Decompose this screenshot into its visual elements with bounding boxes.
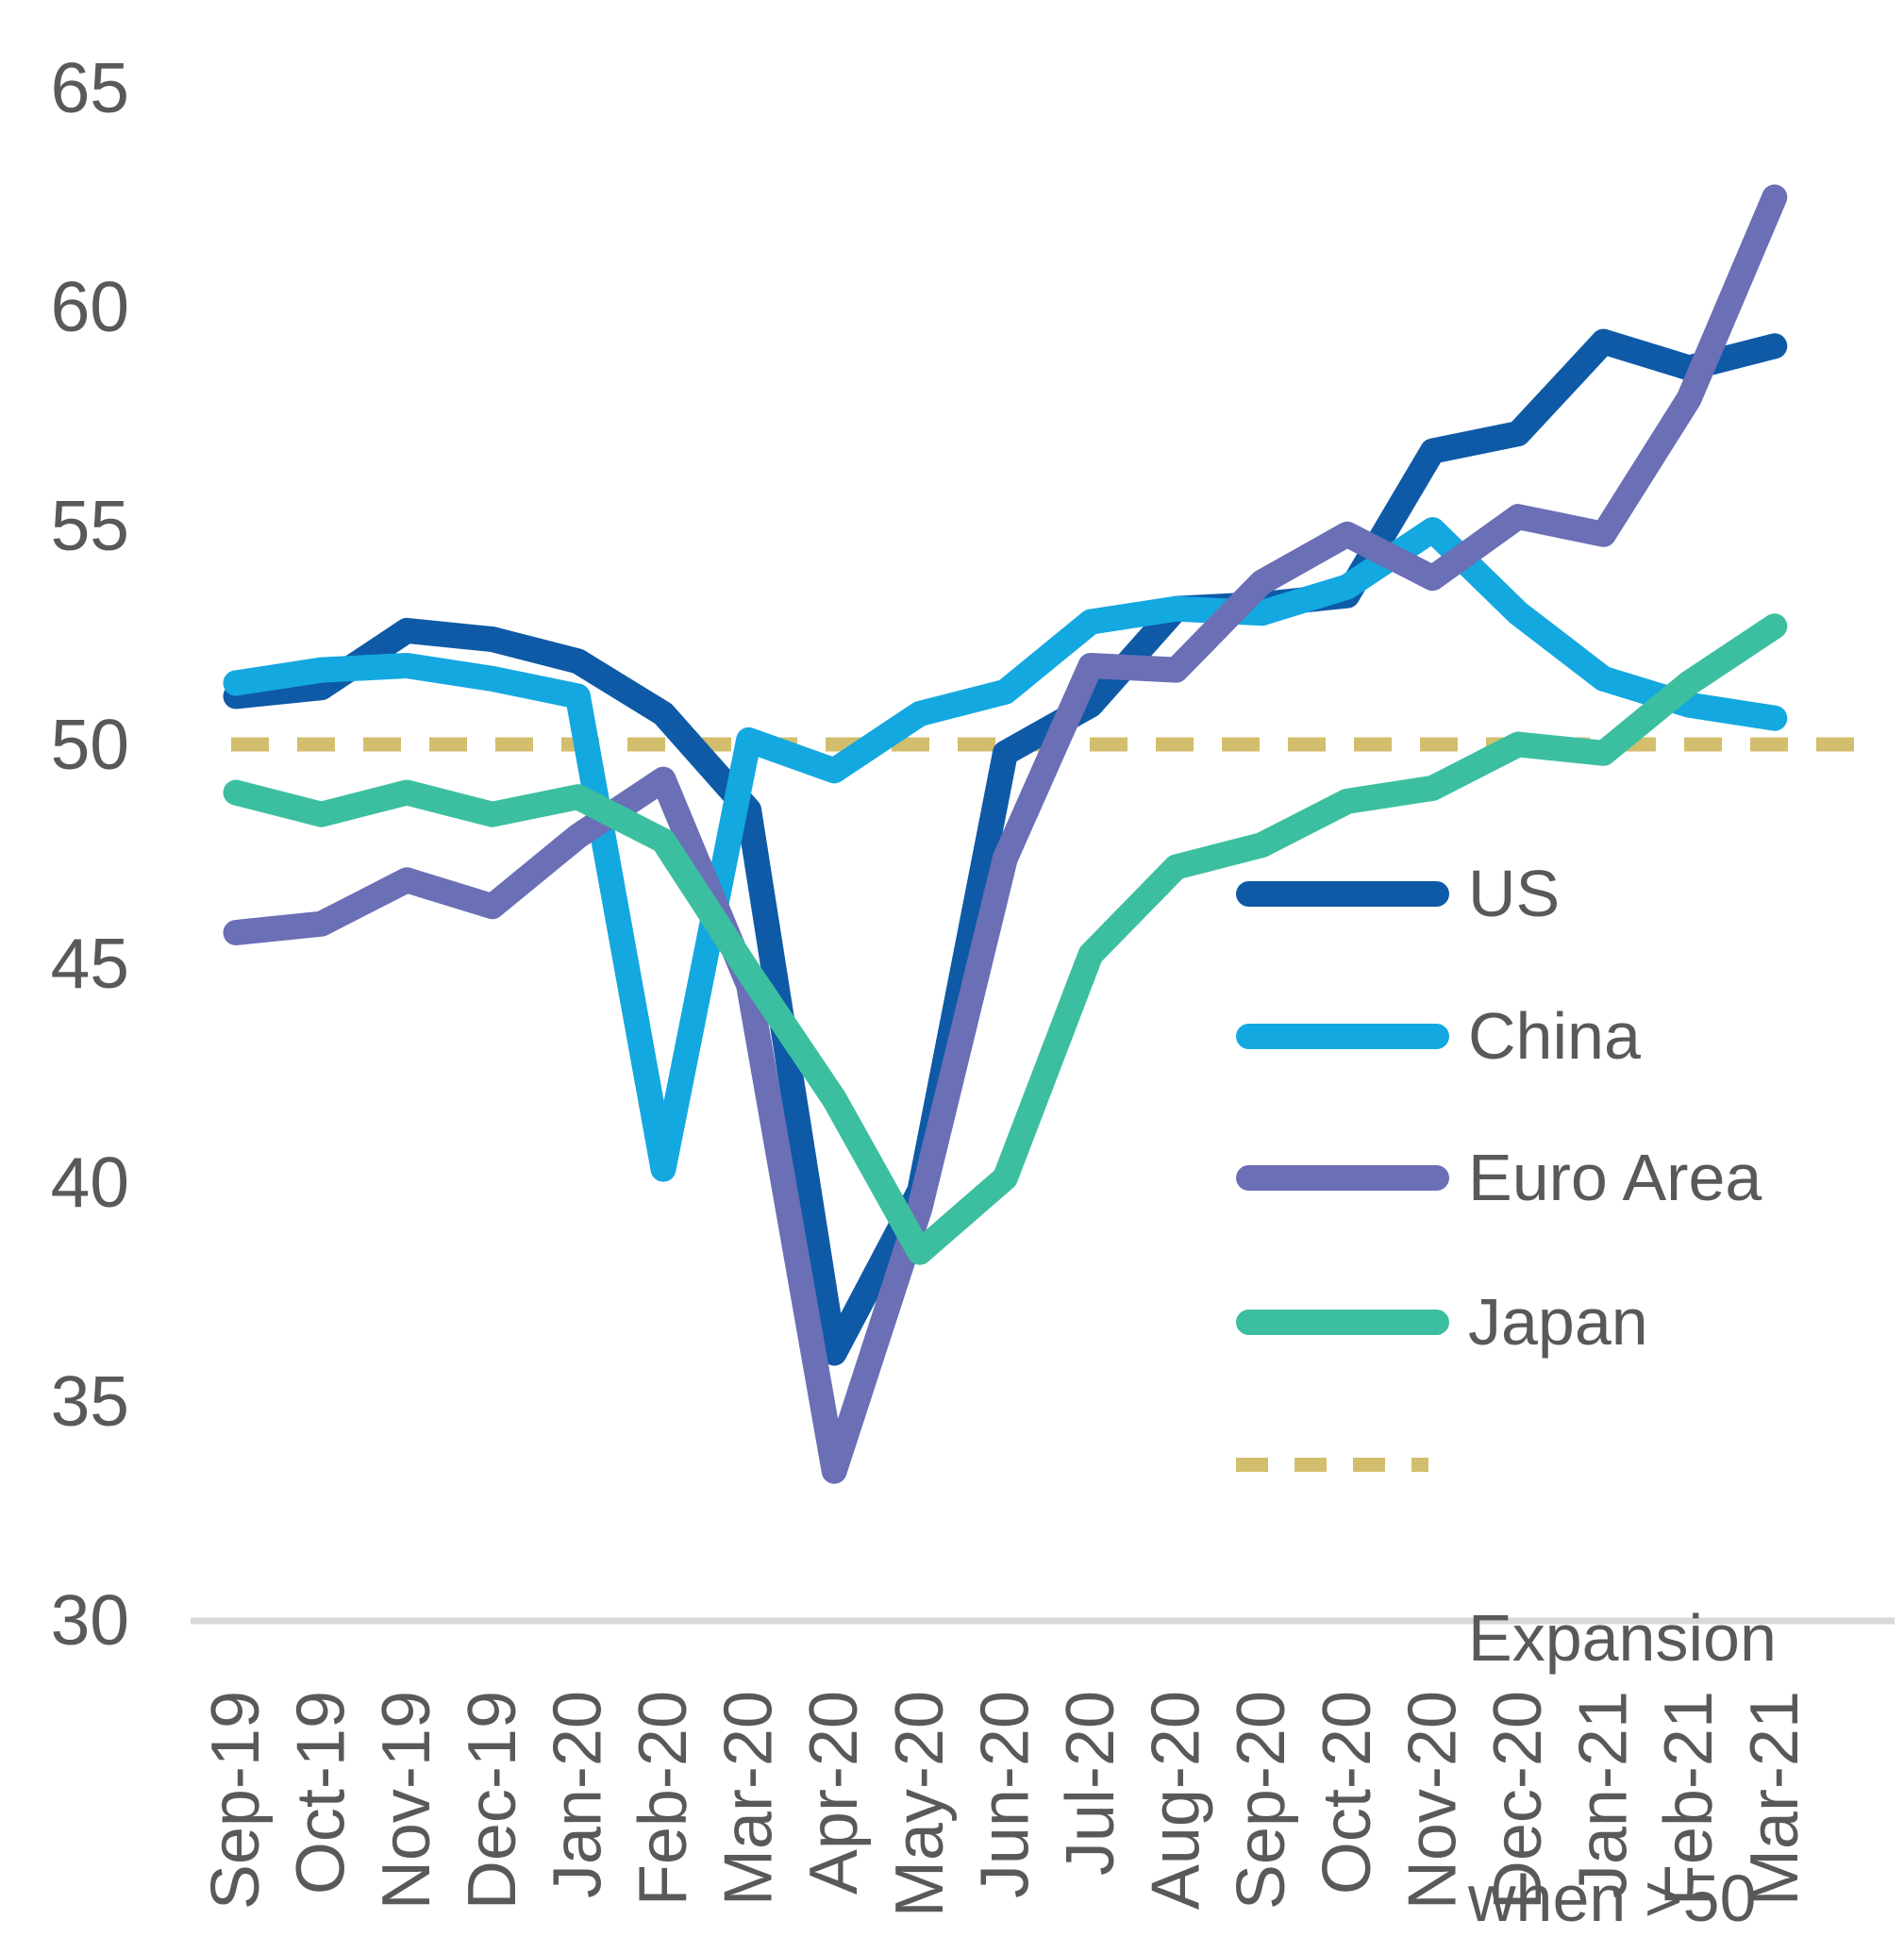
x-tick-label: Jul-20 bbox=[1053, 1691, 1128, 1876]
x-tick-label: Mar-20 bbox=[711, 1691, 787, 1906]
x-tick-label: Apr-20 bbox=[796, 1691, 872, 1895]
y-tick-label: 50 bbox=[51, 705, 129, 784]
us-legend-swatch bbox=[1236, 881, 1449, 907]
x-tick-label: Oct-19 bbox=[284, 1691, 359, 1895]
expansion-threshold-legend-swatch bbox=[1236, 1458, 1428, 1472]
us-legend-text: US bbox=[1468, 857, 1561, 930]
y-tick-label: 45 bbox=[51, 924, 129, 1003]
euro-area-legend-text: Euro Area bbox=[1468, 1141, 1762, 1214]
x-tick-label: Jan-20 bbox=[540, 1691, 615, 1898]
japan-line bbox=[223, 613, 1788, 1265]
y-tick-label: 60 bbox=[51, 267, 129, 346]
japan-legend-label: Japan bbox=[1468, 1279, 1648, 1364]
china-line bbox=[223, 517, 1788, 1182]
euro-area-line bbox=[223, 184, 1788, 1484]
japan-legend-swatch bbox=[1236, 1310, 1449, 1335]
expansion-legend-text-line2: when >50 bbox=[1468, 1861, 1757, 1935]
x-tick-label: Oct-20 bbox=[1310, 1691, 1385, 1895]
x-tick-label: Nov-20 bbox=[1395, 1691, 1470, 1910]
x-tick-label: Sep-20 bbox=[1224, 1691, 1299, 1910]
x-tick-label: Feb-21 bbox=[1651, 1691, 1727, 1906]
x-tick-label: Dec-20 bbox=[1480, 1691, 1556, 1910]
x-tick-label: Feb-20 bbox=[626, 1691, 701, 1906]
x-tick-label: Dec-19 bbox=[455, 1691, 530, 1910]
x-tick-label: Jun-20 bbox=[967, 1691, 1043, 1898]
y-tick-label: 65 bbox=[51, 48, 129, 127]
euro-area-legend-swatch bbox=[1236, 1165, 1449, 1191]
us-legend-label: US bbox=[1468, 851, 1560, 936]
china-legend-label: China bbox=[1468, 993, 1641, 1078]
x-tick-label: Mar-21 bbox=[1737, 1691, 1812, 1906]
x-tick-label: Sep-19 bbox=[198, 1691, 274, 1910]
x-tick-label: Jan-21 bbox=[1566, 1691, 1642, 1898]
x-tick-label: Nov-19 bbox=[369, 1691, 444, 1910]
us-line bbox=[223, 328, 1788, 1366]
expansion-legend-text-line1: Expansion bbox=[1468, 1601, 1777, 1675]
x-tick-label: Aug-20 bbox=[1139, 1691, 1214, 1910]
y-tick-label: 35 bbox=[51, 1361, 129, 1441]
china-legend-text: China bbox=[1468, 999, 1641, 1073]
y-tick-label: 55 bbox=[51, 486, 129, 565]
japan-legend-text: Japan bbox=[1468, 1285, 1648, 1359]
china-legend-swatch bbox=[1236, 1024, 1449, 1049]
expansion-threshold-legend-label: Expansion when >50 bbox=[1468, 1421, 1777, 1953]
y-tick-label: 30 bbox=[51, 1580, 129, 1660]
y-tick-label: 40 bbox=[51, 1143, 129, 1222]
x-tick-label: May-20 bbox=[882, 1691, 958, 1917]
euro-area-legend-label: Euro Area bbox=[1468, 1135, 1762, 1220]
